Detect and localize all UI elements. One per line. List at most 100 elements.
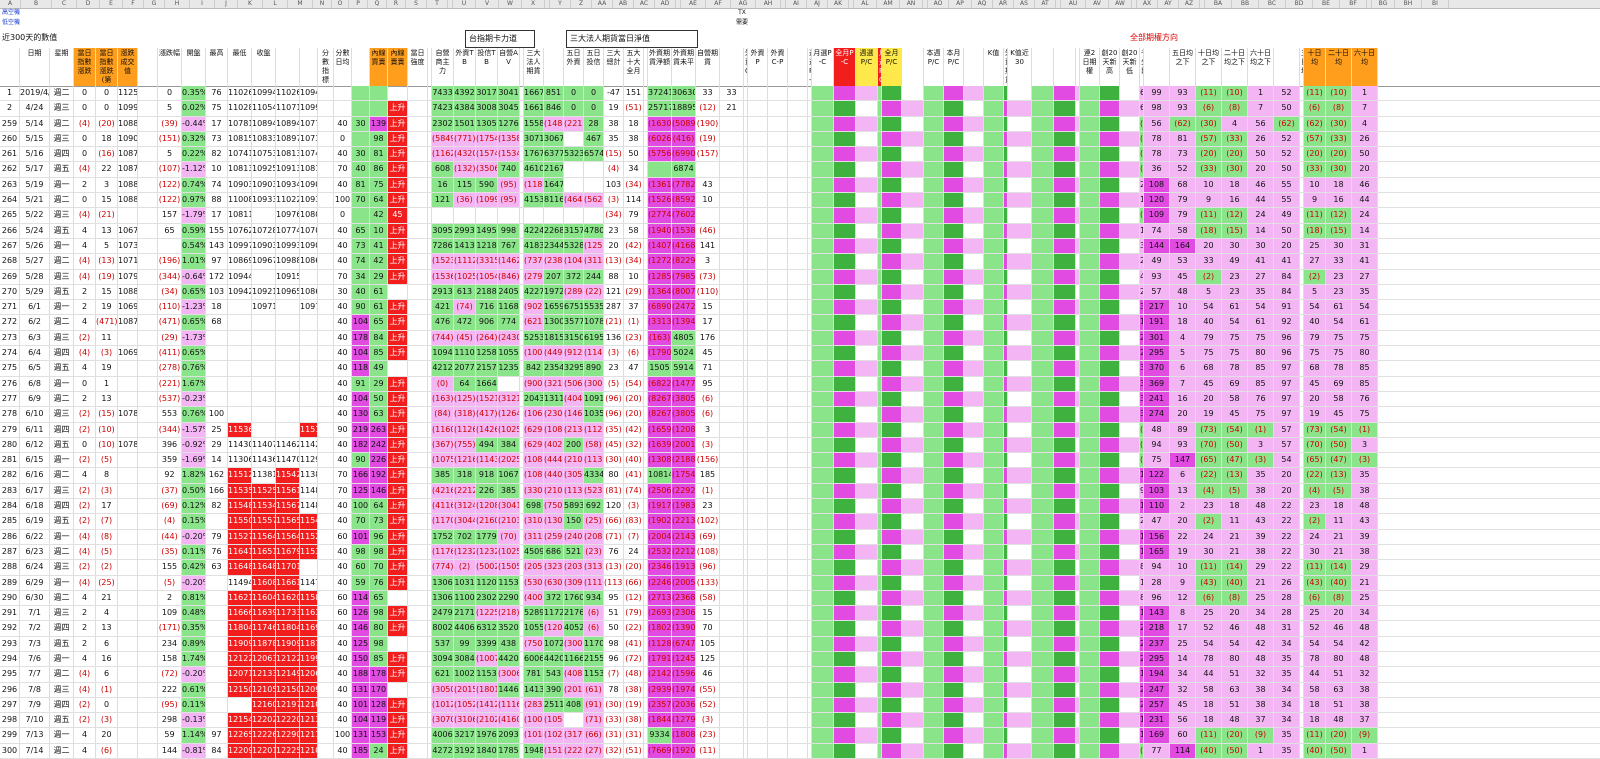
table-cell[interactable]: (14)	[1222, 560, 1248, 575]
table-cell[interactable]: (20)	[624, 560, 644, 575]
table-cell[interactable]: (3805)	[672, 391, 696, 407]
table-cell[interactable]	[408, 422, 428, 437]
table-cell[interactable]	[644, 284, 648, 300]
table-cell[interactable]: 11804	[228, 621, 252, 636]
table-cell[interactable]: 3	[696, 422, 720, 437]
table-cell[interactable]: 21	[1326, 529, 1352, 544]
table-cell[interactable]: 10903	[252, 177, 276, 193]
table-cell[interactable]	[1120, 330, 1140, 346]
table-cell[interactable]	[788, 315, 808, 330]
table-cell[interactable]: 97	[1274, 407, 1300, 422]
table-cell[interactable]	[808, 575, 812, 590]
table-cell[interactable]: (57)	[1196, 131, 1222, 147]
table-cell[interactable]	[644, 330, 648, 346]
table-cell[interactable]	[944, 483, 964, 499]
table-cell[interactable]	[902, 361, 924, 376]
table-cell[interactable]	[318, 86, 334, 101]
table-cell[interactable]: (21)	[1140, 116, 1144, 131]
table-cell[interactable]: 週五	[50, 223, 74, 238]
table-cell[interactable]	[118, 514, 138, 529]
table-cell[interactable]	[744, 330, 748, 346]
table-cell[interactable]: 97	[1274, 391, 1300, 407]
table-cell[interactable]: 49	[1222, 254, 1248, 269]
table-cell[interactable]: (5002)	[476, 560, 498, 575]
table-cell[interactable]	[1100, 284, 1120, 300]
table-cell[interactable]: (13)	[604, 560, 624, 575]
table-cell[interactable]: 19	[1140, 575, 1144, 590]
table-cell[interactable]: 10903	[300, 238, 318, 254]
table-cell[interactable]	[834, 651, 856, 667]
table-cell[interactable]: (1)	[1352, 422, 1378, 437]
table-cell[interactable]: (1)	[96, 682, 118, 697]
table-cell[interactable]	[388, 590, 408, 606]
table-cell[interactable]	[1032, 621, 1054, 636]
table-cell[interactable]: 1661	[524, 101, 544, 116]
table-cell[interactable]	[1076, 483, 1080, 499]
table-cell[interactable]	[964, 346, 984, 361]
table-cell[interactable]	[138, 621, 158, 636]
table-cell[interactable]	[720, 728, 744, 743]
table-cell[interactable]	[1100, 697, 1120, 713]
table-cell[interactable]: 85	[1248, 376, 1274, 391]
table-cell[interactable]: 6/24	[20, 560, 50, 575]
table-cell[interactable]	[744, 361, 748, 376]
table-cell[interactable]: 34	[352, 269, 370, 284]
table-cell[interactable]	[944, 499, 964, 514]
table-cell[interactable]	[744, 529, 748, 544]
table-cell[interactable]: (50)	[1326, 437, 1352, 453]
table-cell[interactable]	[788, 177, 808, 193]
table-cell[interactable]	[768, 193, 788, 208]
table-cell[interactable]: 上升	[388, 468, 408, 483]
table-cell[interactable]: (3)	[604, 193, 624, 208]
table-cell[interactable]: (151)	[158, 131, 182, 147]
table-cell[interactable]	[1054, 743, 1076, 759]
table-cell[interactable]	[834, 667, 856, 682]
table-cell[interactable]: 125	[696, 651, 720, 667]
table-cell[interactable]	[1080, 499, 1100, 514]
column-letter[interactable]: AE	[681, 0, 706, 8]
table-cell[interactable]	[944, 728, 964, 743]
table-cell[interactable]	[856, 743, 878, 759]
table-cell[interactable]	[788, 407, 808, 422]
table-cell[interactable]: (3006)	[584, 376, 604, 391]
table-cell[interactable]	[644, 407, 648, 422]
table-cell[interactable]	[944, 162, 964, 177]
table-cell[interactable]	[1054, 529, 1076, 544]
table-cell[interactable]: (2)	[74, 422, 96, 437]
table-cell[interactable]: 1972	[544, 284, 564, 300]
table-cell[interactable]: 74	[1144, 223, 1170, 238]
table-cell[interactable]: (73)	[696, 269, 720, 284]
table-cell[interactable]: 23	[1222, 269, 1248, 284]
table-cell[interactable]	[768, 468, 788, 483]
table-cell[interactable]	[1076, 391, 1080, 407]
table-cell[interactable]: 1306	[432, 575, 454, 590]
column-letter[interactable]	[923, 0, 928, 8]
table-cell[interactable]: (771)	[454, 131, 476, 147]
table-row[interactable]: 2675/26週一45107310.54%1431099710903109931…	[0, 238, 1600, 255]
table-cell[interactable]	[924, 728, 944, 743]
table-cell[interactable]	[748, 560, 768, 575]
table-cell[interactable]: 32	[1352, 667, 1378, 682]
table-cell[interactable]	[1032, 147, 1054, 162]
table-cell[interactable]: 34	[1248, 606, 1274, 621]
table-cell[interactable]: (22)	[1196, 468, 1222, 483]
table-cell[interactable]	[944, 407, 964, 422]
table-cell[interactable]	[428, 177, 432, 193]
table-cell[interactable]: 146	[352, 621, 370, 636]
table-cell[interactable]: 4006	[432, 728, 454, 743]
table-cell[interactable]: 6	[1170, 468, 1196, 483]
table-cell[interactable]	[856, 116, 878, 131]
table-cell[interactable]: 23	[1196, 499, 1222, 514]
table-cell[interactable]: 6/8	[20, 376, 50, 391]
table-cell[interactable]: 上升	[388, 575, 408, 590]
table-cell[interactable]	[318, 193, 334, 208]
table-cell[interactable]: 11	[1222, 514, 1248, 529]
table-cell[interactable]: 20	[1196, 238, 1222, 254]
table-cell[interactable]	[1300, 315, 1304, 330]
table-cell[interactable]: 週四	[50, 621, 74, 636]
table-cell[interactable]: 17	[696, 315, 720, 330]
table-cell[interactable]	[1032, 636, 1054, 651]
table-row[interactable]: 2746/4週四(4)(3)10693(411)0.65%4010485上升10…	[0, 346, 1600, 362]
